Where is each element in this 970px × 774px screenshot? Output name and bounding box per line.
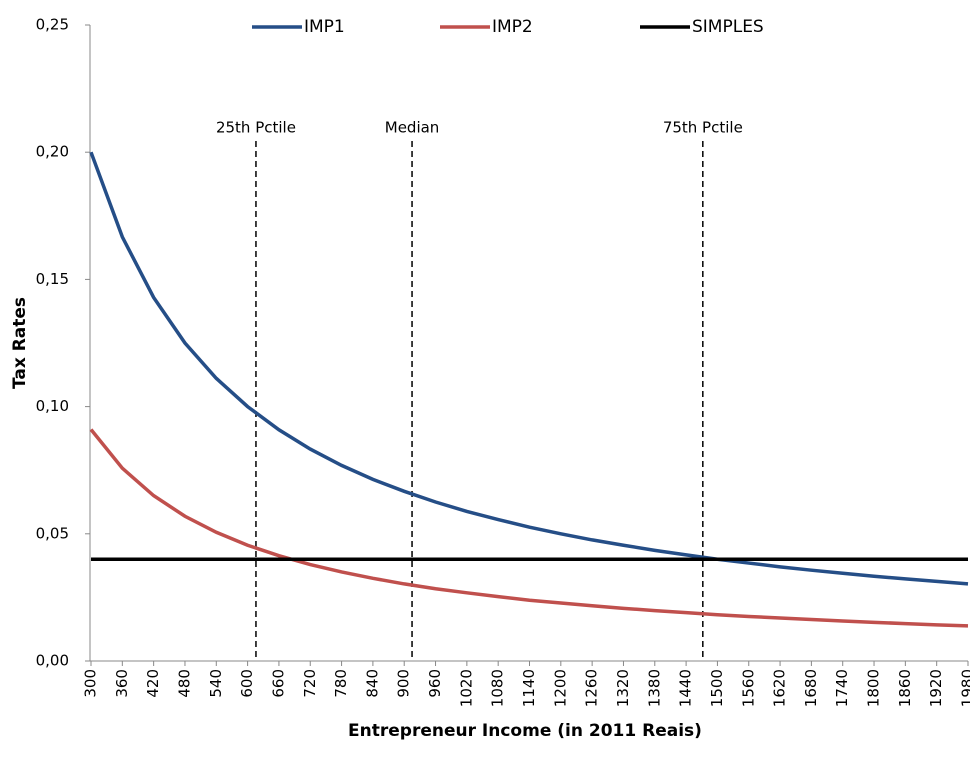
x-tick-label: 300 <box>82 669 100 698</box>
x-tick-label: 1980 <box>959 669 970 707</box>
annotation: 25th Pctile <box>216 119 296 137</box>
annotation: 75th Pctile <box>663 119 743 137</box>
x-axis-title: Entrepreneur Income (in 2011 Reais) <box>348 721 702 741</box>
legend-label: IMP2 <box>492 17 533 37</box>
x-tick-label: 1380 <box>645 669 663 707</box>
x-tick-label: 420 <box>144 669 162 698</box>
x-tick-label: 1680 <box>802 669 820 707</box>
x-tick-label: 840 <box>363 669 381 698</box>
x-tick-label: 1020 <box>457 669 475 707</box>
y-tick-label: 0,10 <box>36 397 69 415</box>
x-tick-label: 1800 <box>865 669 883 707</box>
x-tick-label: 540 <box>207 669 225 698</box>
x-tick-label: 900 <box>395 669 413 698</box>
y-tick-label: 0,20 <box>36 143 69 161</box>
x-tick-label: 1500 <box>708 669 726 707</box>
x-tick-label: 1200 <box>551 669 569 707</box>
x-tick-label: 660 <box>269 669 287 698</box>
x-tick-label: 1920 <box>927 669 945 707</box>
y-tick-label: 0,25 <box>36 16 69 34</box>
x-tick-label: 1140 <box>520 669 538 707</box>
x-tick-label: 1620 <box>771 669 789 707</box>
x-tick-label: 1320 <box>614 669 632 707</box>
x-tick-label: 960 <box>426 669 444 698</box>
series-line <box>91 152 968 584</box>
y-tick-label: 0,05 <box>36 524 69 542</box>
x-tick-label: 1560 <box>739 669 757 707</box>
x-tick-label: 360 <box>113 669 131 698</box>
x-tick-label: 600 <box>238 669 256 698</box>
x-tick-label: 1740 <box>833 669 851 707</box>
x-tick-label: 480 <box>175 669 193 698</box>
y-tick-label: 0,15 <box>36 270 69 288</box>
x-tick-label: 1860 <box>896 669 914 707</box>
x-tick-label: 1080 <box>489 669 507 707</box>
legend-label: IMP1 <box>304 17 345 37</box>
x-tick-label: 1260 <box>583 669 601 707</box>
annotation: Median <box>385 119 440 137</box>
x-tick-label: 1440 <box>677 669 695 707</box>
x-tick-label: 720 <box>301 669 319 698</box>
x-tick-label: 780 <box>332 669 350 698</box>
legend-label: SIMPLES <box>692 17 764 37</box>
y-tick-label: 0,00 <box>36 652 69 670</box>
y-axis-title: Tax Rates <box>10 297 30 389</box>
